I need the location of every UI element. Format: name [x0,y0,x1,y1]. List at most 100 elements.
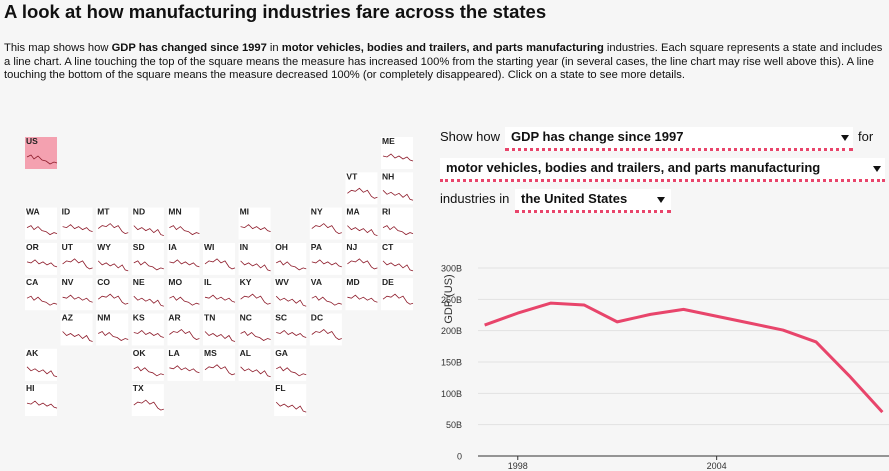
state-label: WI [204,242,214,252]
state-tile[interactable]: VA [309,277,342,311]
state-tile[interactable]: ID [60,207,93,240]
tile-background [60,242,93,275]
sparkline [169,365,200,374]
state-tile[interactable]: MA [345,207,378,240]
state-tile[interactable]: HI [25,383,58,417]
state-label: MN [168,207,181,217]
state-tile[interactable]: SC [274,313,307,346]
tile-background [309,207,342,240]
sparkline [26,366,58,378]
dropdown-arrow [841,135,849,141]
state-tile[interactable]: NC [238,313,271,346]
sparkline [382,293,414,305]
state-tile[interactable]: TX [131,383,164,417]
tile-background [274,313,307,346]
dropdown[interactable]: the United States [515,189,671,213]
tile-background [25,207,57,240]
tile-background [345,278,378,311]
state-tile[interactable]: MO [167,277,200,311]
state-tile[interactable]: AZ [60,313,93,346]
state-tile[interactable]: DC [309,313,342,346]
state-tile[interactable]: KS [131,313,164,346]
state-label: HI [26,383,35,393]
tile-background [309,278,342,311]
state-tile[interactable]: DE [381,277,414,311]
state-tile[interactable]: NH [381,171,414,205]
state-label: SC [275,313,287,323]
state-tile[interactable]: MI [238,207,271,240]
tile-background [167,207,200,240]
tile-background [25,242,57,275]
state-tile[interactable]: RI [381,207,414,240]
state-label: IN [240,242,249,252]
dropdown[interactable]: GDP has change since 1997 [505,127,853,151]
state-tile[interactable]: MT [96,207,129,240]
state-label: PA [311,242,322,252]
tile-background [60,207,93,240]
dropdown[interactable]: motor vehicles, bodies and trailers, and… [440,158,885,182]
dropdown-arrow [873,166,881,172]
state-tile[interactable]: US [25,136,58,169]
state-tile[interactable]: TN [203,313,236,346]
state-tile[interactable]: WY [96,242,129,275]
state-tile[interactable]: OH [274,242,307,275]
state-tile[interactable]: NM [96,313,129,346]
state-tile[interactable]: SD [131,242,164,275]
state-tile[interactable]: CA [25,277,58,311]
state-tile[interactable]: AR [167,313,200,346]
sparkline [311,295,342,306]
state-label: AZ [62,313,73,323]
state-label: MO [168,277,182,287]
state-tile[interactable]: MN [167,207,200,240]
state-tile[interactable]: MS [203,348,236,381]
state-tile[interactable]: AL [238,348,271,381]
state-label: MS [204,348,217,358]
sparkline [204,364,236,376]
state-label: NC [240,313,252,323]
tile-background [274,278,307,311]
state-tile[interactable]: CO [96,277,129,311]
tile-background [25,348,57,381]
tile-background [96,242,129,275]
tile-background [345,242,378,275]
state-tile[interactable]: OK [131,348,164,381]
sparkline [240,224,271,232]
state-label: NJ [346,242,357,252]
state-tile[interactable]: AK [25,348,58,381]
state-tile[interactable]: WV [274,277,307,311]
state-tile[interactable]: IL [203,277,236,311]
state-tile[interactable]: VT [345,171,378,205]
state-tile[interactable]: UT [60,242,93,275]
state-tile[interactable]: LA [167,348,200,381]
state-label: VT [346,171,358,181]
state-tile[interactable]: WI [203,242,236,275]
state-tile[interactable]: CT [381,242,414,275]
sparkline [347,225,378,236]
y-tick-label: 250B [441,295,462,305]
tile-background [238,207,271,240]
label: industries in [440,191,510,206]
description-text: This map shows how [4,42,112,54]
state-tile[interactable]: NE [131,277,164,311]
state-tile[interactable]: PA [309,242,342,275]
dropdown-arrow [657,197,665,203]
state-tile[interactable]: FL [274,383,307,417]
state-tile[interactable]: ND [131,207,164,240]
state-tile[interactable]: MD [345,277,378,311]
state-tile[interactable]: KY [238,277,271,311]
description-text: in [266,42,282,54]
tile-background [25,384,57,417]
state-tile[interactable]: ME [381,136,414,169]
state-tile[interactable]: IN [238,242,271,275]
state-tile[interactable]: WA [25,207,58,240]
state-tile[interactable]: GA [274,348,307,381]
state-tile[interactable]: NY [309,207,342,240]
state-label: CA [26,277,38,287]
tile-background [131,278,164,311]
state-tile[interactable]: NJ [345,242,378,275]
state-label: NE [133,277,145,287]
state-tile[interactable]: OR [25,242,58,275]
state-tile[interactable]: IA [167,242,200,275]
state-tile[interactable]: NV [60,277,93,311]
sparkline [133,225,164,236]
